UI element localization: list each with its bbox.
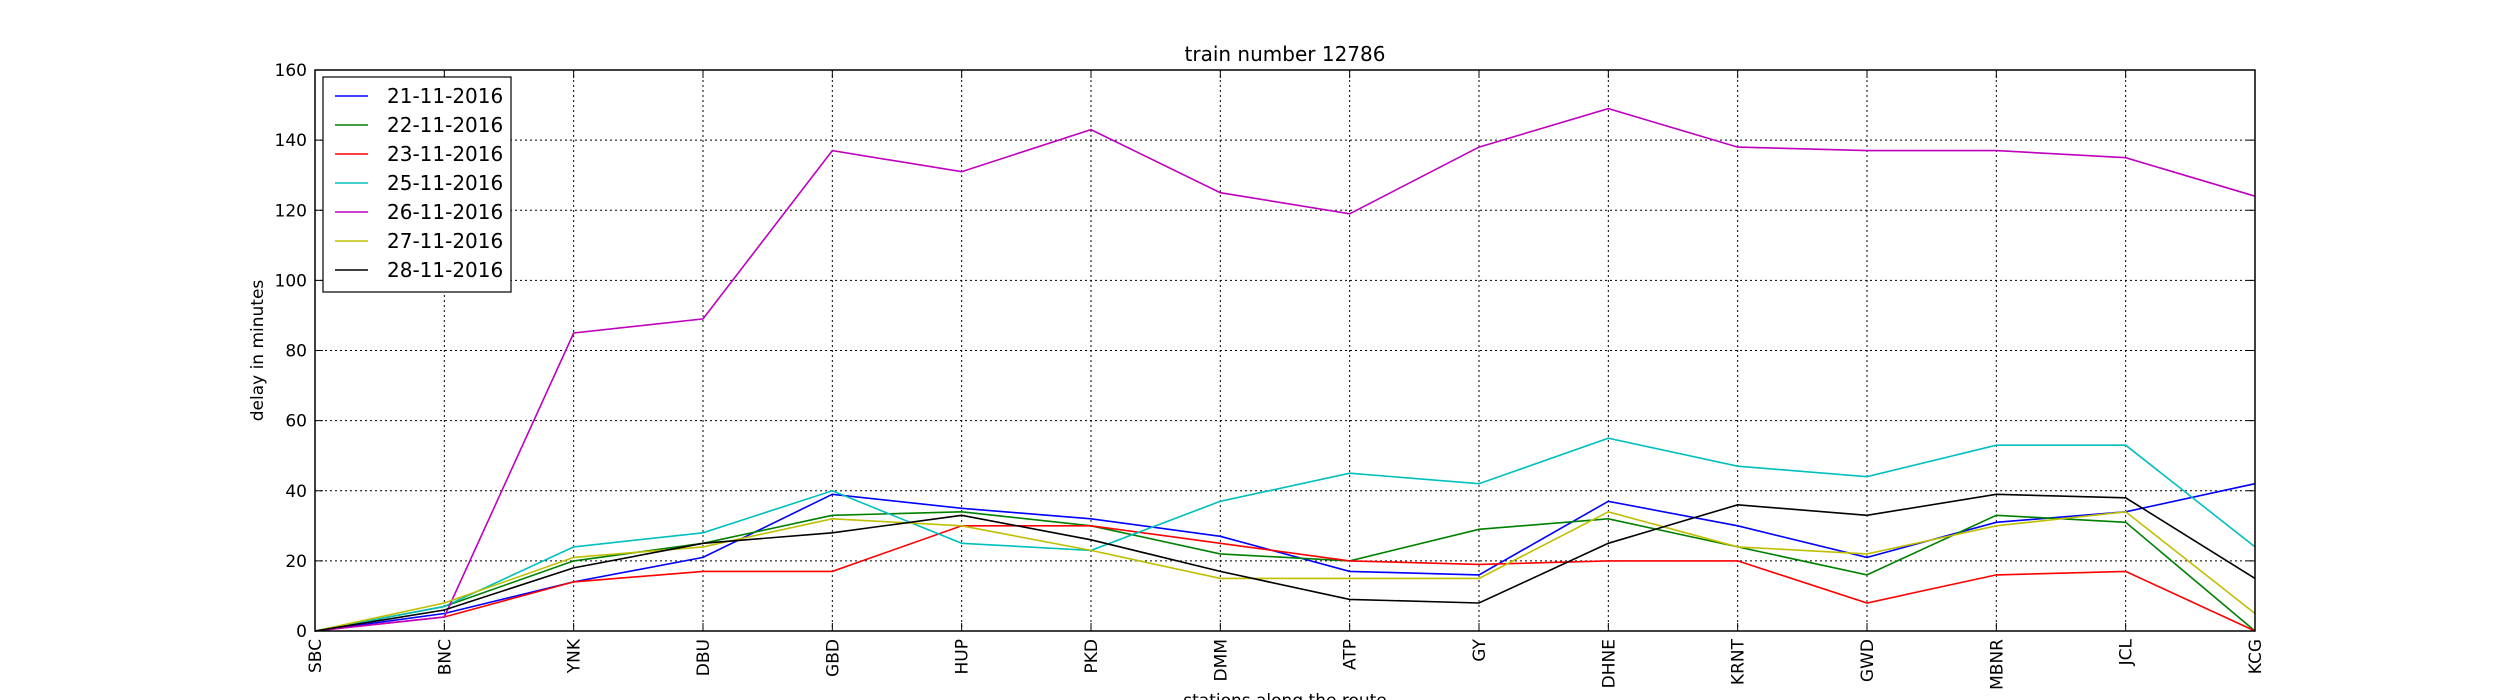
x-tick-label: GBD (823, 639, 843, 677)
series-lines (314, 107, 2256, 632)
y-tick-label: 120 (275, 201, 307, 221)
legend-box (322, 76, 512, 293)
y-tick-label: 140 (275, 131, 307, 151)
y-tick-label: 0 (296, 622, 307, 642)
x-tick-label: DMM (1211, 639, 1231, 681)
x-tick-label: HUP (953, 639, 973, 674)
y-tick-label: 160 (275, 61, 307, 81)
legend-entry-label: 27-11-2016 (387, 229, 503, 253)
x-tick-label: SBC (306, 639, 326, 673)
series-line-26-11-2016 (314, 107, 2256, 632)
y-tick-label: 80 (285, 342, 307, 362)
x-tick-label: PKD (1082, 639, 1102, 674)
y-axis-label: delay in minutes (248, 280, 268, 422)
y-tick-label: 100 (275, 271, 307, 291)
series-line-27-11-2016 (314, 510, 2256, 632)
x-tick-label: GY (1470, 638, 1490, 661)
series-line-23-11-2016 (314, 524, 2256, 632)
x-tick-label: JCL (2117, 638, 2137, 666)
x-tick-label: ATP (1341, 639, 1361, 670)
grid-lines (314, 69, 2256, 632)
x-tick-label: YNK (565, 638, 585, 674)
legend-entry-label: 25-11-2016 (387, 171, 503, 195)
x-tick-label: DHNE (1599, 639, 1619, 688)
legend-entry-label: 22-11-2016 (387, 113, 503, 137)
x-tick-label: KRNT (1729, 638, 1749, 685)
x-tick-label: KCG (2246, 639, 2266, 674)
y-tick-label: 60 (285, 412, 307, 432)
x-tick-label: MBNR (1987, 639, 2007, 690)
x-tick-label: GWD (1858, 639, 1878, 682)
chart-title: train number 12786 (1185, 42, 1386, 66)
y-tick-label: 40 (285, 482, 307, 502)
legend-entry-label: 28-11-2016 (387, 258, 503, 282)
x-axis-label: stations along the route (1183, 691, 1387, 700)
series-line-28-11-2016 (314, 493, 2256, 632)
legend-entry-label: 21-11-2016 (387, 84, 503, 108)
axis-ticks: 0 20 40 60 80 100 120 140 160 SBC BNC YNK DBU GBD HUP P… (275, 61, 2266, 690)
x-tick-label: BNC (435, 639, 455, 675)
series-line-25-11-2016 (314, 437, 2256, 632)
y-tick-label: 20 (285, 552, 307, 572)
legend-entry-label: 23-11-2016 (387, 142, 503, 166)
legend: 21-11-2016 22-11-2016 23-11-2016 25-11-2016… (322, 76, 512, 293)
x-tick-label: DBU (694, 639, 714, 676)
series-line-22-11-2016 (314, 510, 2256, 632)
legend-entry-label: 26-11-2016 (387, 200, 503, 224)
